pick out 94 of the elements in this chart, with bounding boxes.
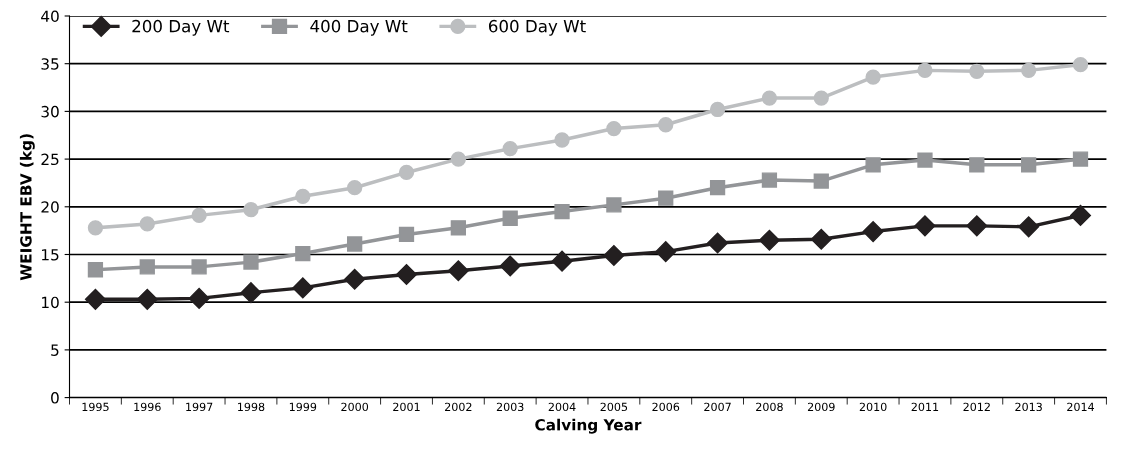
x-tick-label: 1996: [134, 402, 161, 412]
point: [188, 287, 210, 309]
legend-label: 200 Day Wt: [132, 19, 230, 36]
point: [603, 244, 625, 266]
point: [813, 90, 829, 106]
y-axis-title: WEIGHT EBV (kg): [19, 134, 35, 281]
point: [813, 173, 829, 189]
point: [914, 215, 936, 237]
point: [554, 132, 570, 148]
point: [292, 277, 314, 299]
point: [707, 232, 729, 254]
point: [447, 260, 469, 282]
point: [606, 197, 622, 213]
point: [658, 117, 674, 133]
x-tick-label: 1998: [238, 402, 265, 412]
point: [450, 151, 466, 167]
x-tick-label: 1995: [82, 402, 109, 412]
point: [966, 215, 988, 237]
y-tick-label: 35: [41, 58, 59, 70]
y-tick-label: 15: [42, 249, 59, 261]
point: [917, 62, 933, 79]
point: [191, 207, 207, 224]
point: [865, 157, 881, 173]
point: [917, 152, 933, 168]
y-tick-label: 10: [42, 296, 59, 309]
point: [243, 254, 259, 270]
point: [810, 228, 832, 250]
point: [655, 241, 677, 263]
point: [191, 259, 207, 275]
point: [295, 245, 311, 262]
point: [398, 226, 415, 243]
point: [658, 190, 674, 206]
point: [761, 172, 778, 188]
x-tick-label: 1999: [289, 402, 317, 412]
point: [1069, 204, 1092, 226]
x-tick-label: 1997: [186, 402, 213, 412]
y-tick-label: 25: [41, 153, 59, 166]
x-tick-label: 2014: [1067, 402, 1095, 412]
y-tick-label: 30: [41, 105, 59, 118]
point: [502, 210, 518, 226]
point: [606, 120, 622, 137]
point: [1021, 62, 1037, 79]
point: [551, 250, 573, 272]
x-tick-label: 2012: [963, 402, 990, 412]
x-tick-label: 2003: [496, 402, 524, 412]
point: [87, 262, 104, 278]
x-tick-label: 2011: [911, 402, 939, 412]
point: [295, 188, 311, 204]
x-tick-label: 2005: [600, 402, 628, 412]
x-tick-label: 2013: [1015, 402, 1042, 412]
x-axis-title: Calving Year: [535, 418, 642, 434]
point: [1072, 151, 1089, 167]
point: [1072, 57, 1089, 73]
point: [709, 101, 726, 118]
x-tick-label: 2008: [756, 402, 783, 412]
point: [709, 180, 726, 196]
x-tick-label: 2006: [652, 402, 680, 412]
point: [1021, 157, 1037, 173]
x-tick-label: 2010: [859, 402, 887, 412]
point: [554, 203, 570, 220]
x-tick-label: 2001: [393, 402, 420, 412]
point: [87, 220, 104, 236]
point: [139, 259, 155, 275]
point: [243, 202, 259, 218]
point: [969, 63, 985, 79]
point: [502, 140, 518, 157]
y-tick-label: 40: [41, 10, 59, 23]
x-tick-label: 2004: [548, 402, 576, 412]
point: [84, 288, 106, 310]
y-tick-label: 5: [51, 344, 59, 356]
point: [395, 264, 418, 286]
legend-label: 400 Day Wt: [310, 19, 408, 36]
x-tick-label: 2000: [341, 402, 369, 412]
point: [398, 164, 415, 181]
y-tick-label: 20: [41, 201, 59, 213]
legend-label: 600 Day Wt: [488, 19, 586, 36]
point: [450, 220, 466, 236]
point: [499, 255, 521, 277]
point: [344, 268, 366, 290]
x-tick-label: 2002: [445, 402, 472, 412]
point: [758, 229, 780, 251]
x-tick-label: 2007: [704, 402, 731, 412]
point: [862, 221, 884, 243]
point: [865, 69, 881, 85]
point: [1018, 216, 1040, 238]
point: [139, 216, 155, 232]
point: [761, 90, 778, 106]
x-tick-label: 2009: [807, 402, 835, 412]
point: [136, 288, 158, 310]
point: [347, 180, 363, 196]
y-tick-label: 0: [51, 392, 59, 404]
point: [969, 157, 985, 173]
point: [240, 282, 262, 304]
point: [347, 236, 363, 252]
